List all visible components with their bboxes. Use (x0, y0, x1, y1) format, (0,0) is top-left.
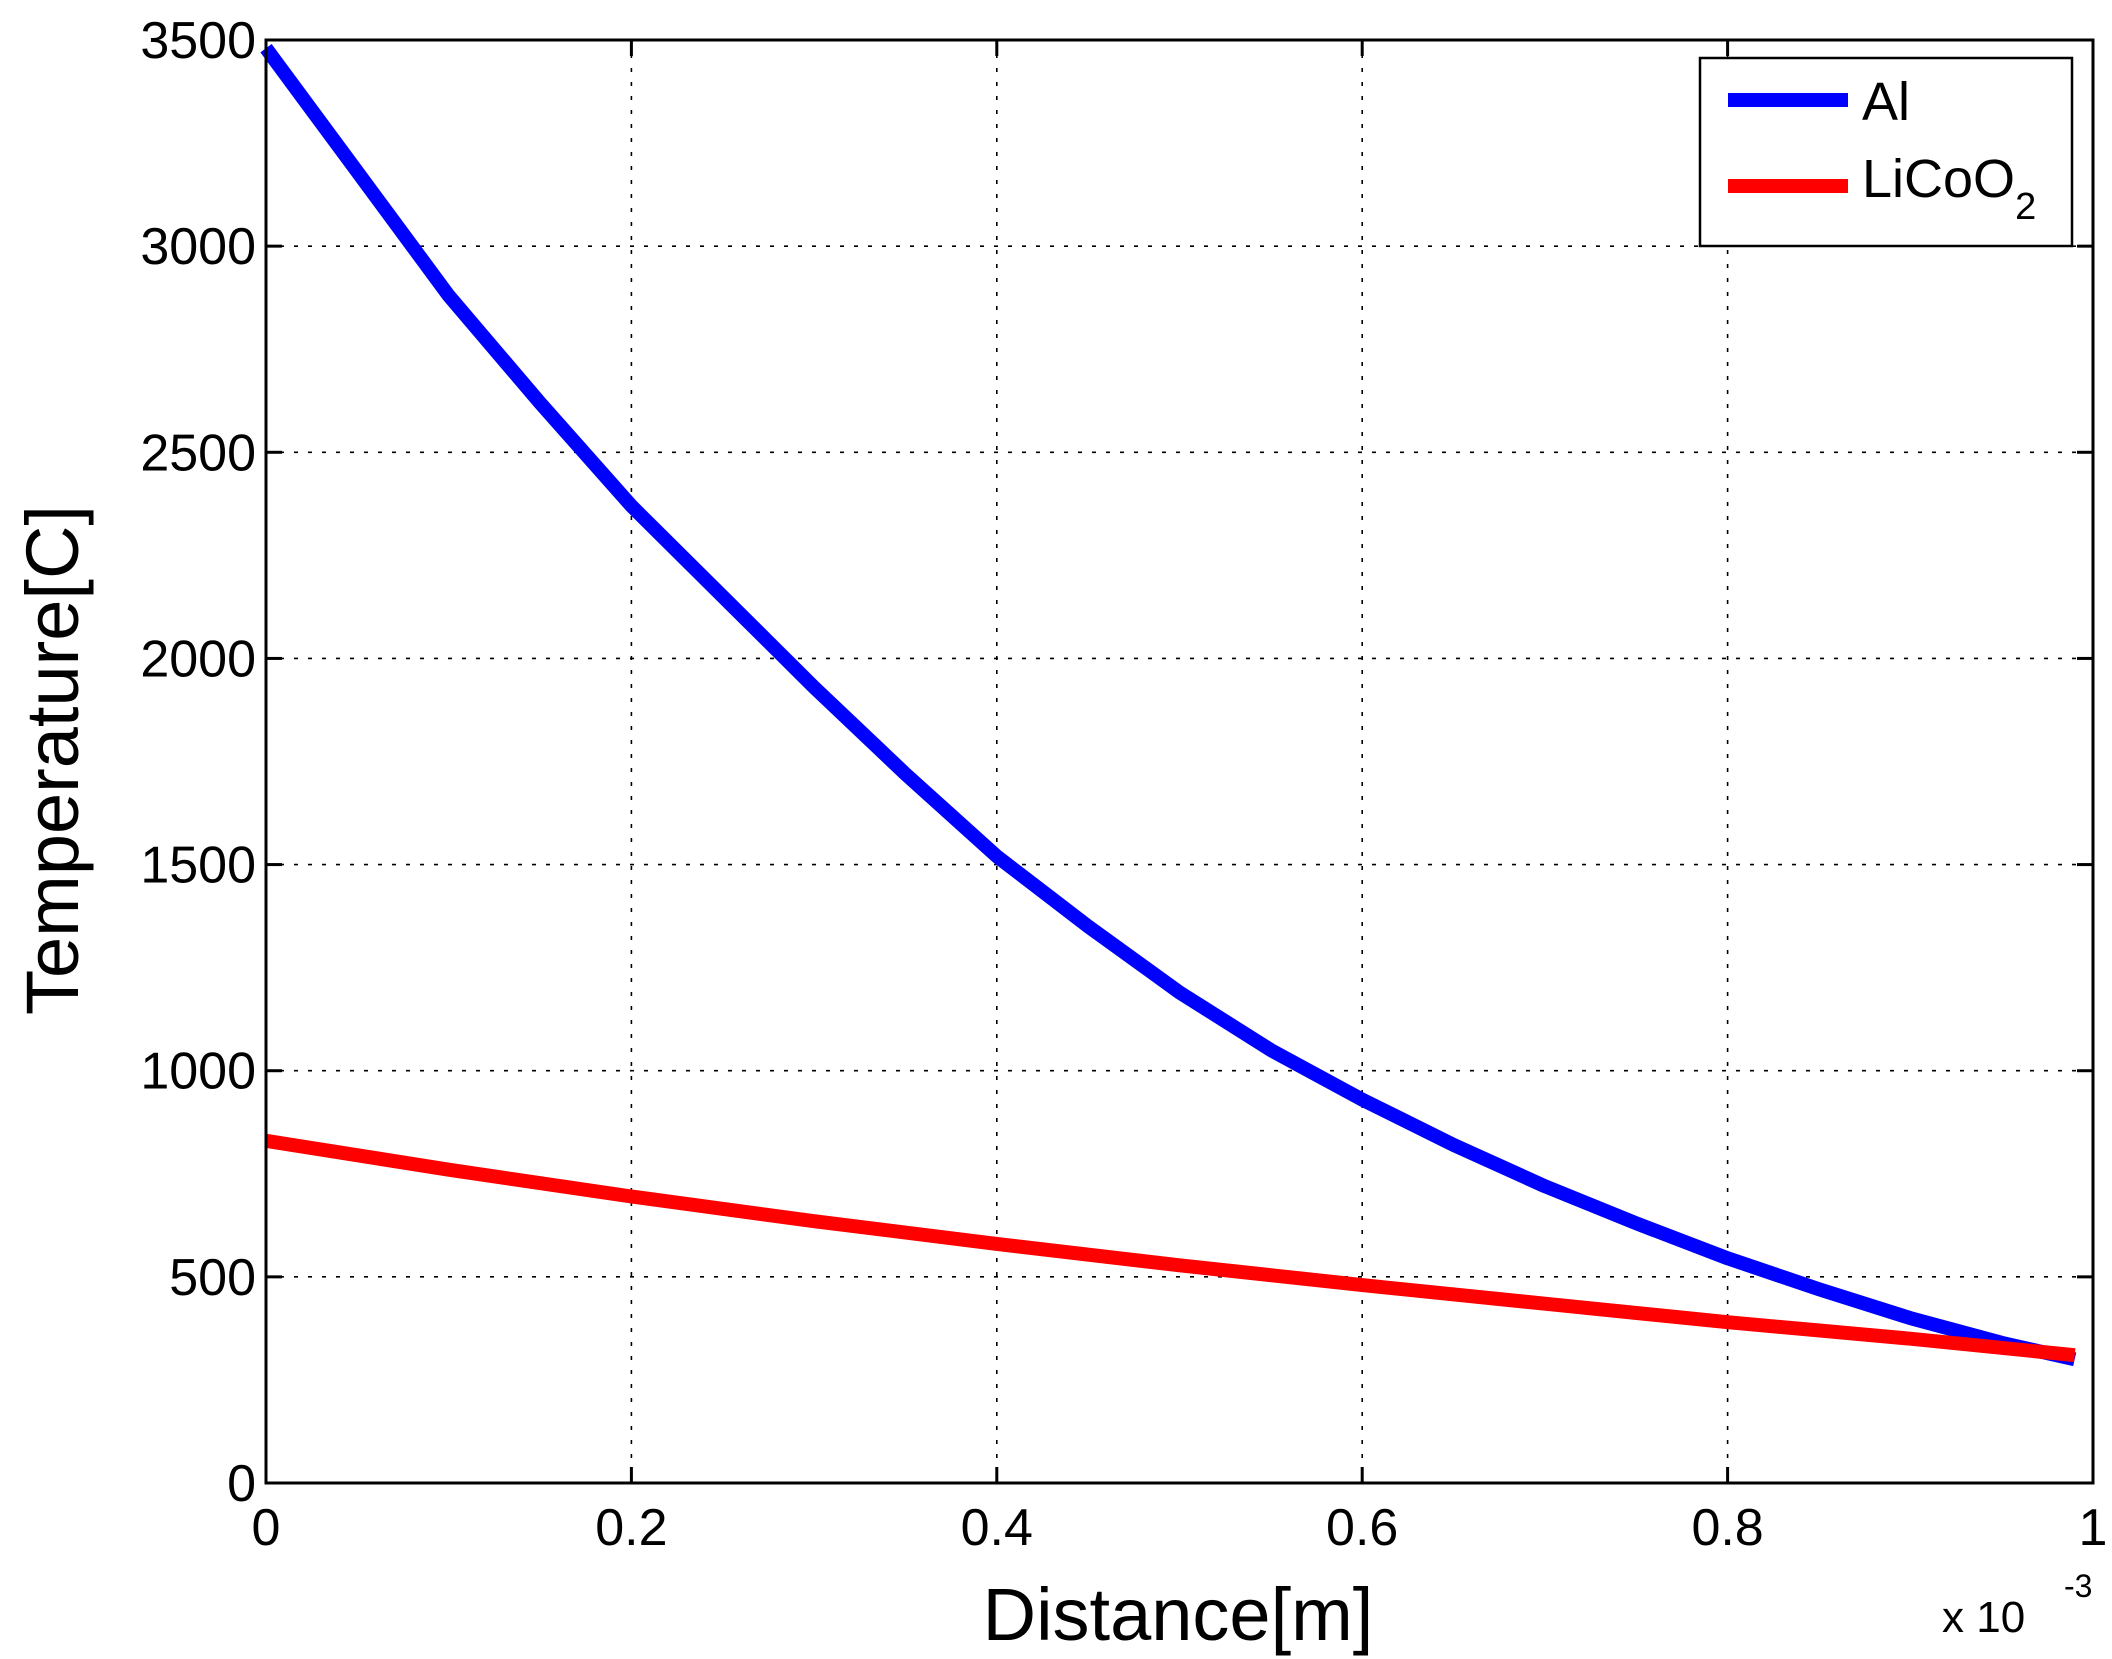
y-tick-label: 0 (227, 1455, 256, 1513)
y-tick-label: 500 (169, 1249, 256, 1307)
legend-label-al: Al (1862, 72, 1910, 132)
x-tick-labels: 0 0.2 0.4 0.6 0.8 1 (252, 1499, 2108, 1557)
x-tick-label: 1 (2079, 1499, 2108, 1557)
y-tick-labels: 0 500 1000 1500 2000 2500 3000 3500 (140, 12, 256, 1513)
x-tick-label: 0.4 (961, 1499, 1033, 1557)
x-tick-label: 0.2 (595, 1499, 667, 1557)
y-tick-label: 3500 (140, 12, 256, 70)
series-line-al (260, 44, 2077, 1367)
legend-label-licoo2: LiCoO2 (1862, 149, 2036, 228)
ticks (264, 38, 2095, 1485)
legend: Al LiCoO2 (1698, 56, 2074, 248)
x-multiplier-exponent: -3 (2064, 1568, 2092, 1604)
series-line-licoo2 (264, 1133, 2076, 1363)
x-tick-label: 0 (252, 1499, 281, 1557)
series-lines (260, 44, 2077, 1367)
y-axis-label: Temperature[C] (11, 505, 94, 1015)
y-tick-label: 2000 (140, 630, 256, 688)
x-multiplier-prefix: x 10 (1942, 1593, 2025, 1642)
legend-box (1698, 56, 2074, 248)
x-axis-label: Distance[m] (983, 1573, 1374, 1656)
x-tick-label: 0.6 (1326, 1499, 1398, 1557)
x-axis-multiplier: x 10 -3 (1942, 1568, 2092, 1642)
plot-frame (264, 38, 2095, 1485)
grid (266, 40, 2093, 1483)
y-tick-label: 1500 (140, 837, 256, 895)
x-tick-label: 0.8 (1691, 1499, 1763, 1557)
y-tick-label: 2500 (140, 424, 256, 482)
y-tick-label: 1000 (140, 1043, 256, 1101)
y-tick-label: 3000 (140, 218, 256, 276)
